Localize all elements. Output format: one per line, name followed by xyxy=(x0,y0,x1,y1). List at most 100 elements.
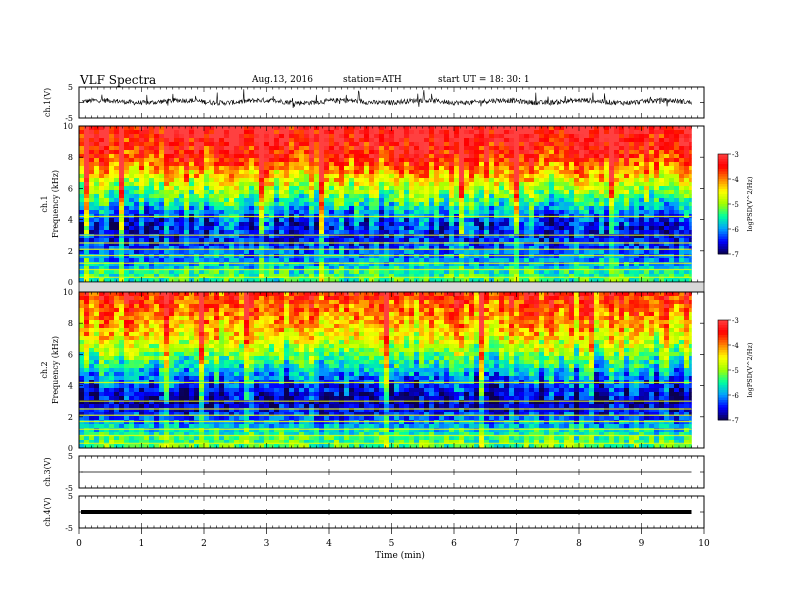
spectro-cell xyxy=(304,270,310,275)
spectro-cell xyxy=(199,198,205,203)
spectro-cell xyxy=(379,206,385,211)
spectro-cell xyxy=(614,242,620,247)
spectro-cell xyxy=(404,202,410,207)
spectro-cell xyxy=(614,146,620,151)
ytick-label: 5 xyxy=(68,83,73,92)
spectro-cell xyxy=(194,202,200,207)
spectro-cell xyxy=(174,250,180,255)
spectro-cell xyxy=(439,238,445,243)
spectro-cell xyxy=(319,222,325,227)
spectro-cell xyxy=(274,234,280,239)
spectro-cell xyxy=(339,174,345,179)
spectro-cell xyxy=(164,150,170,155)
spectro-cell xyxy=(99,170,105,175)
spectro-cell xyxy=(229,142,235,147)
spectro-cell xyxy=(394,174,400,179)
spectro-cell xyxy=(124,182,130,187)
spectro-cell xyxy=(674,262,680,267)
spectro-cell xyxy=(354,150,360,155)
spectro-cell xyxy=(244,258,250,263)
spectro-cell xyxy=(389,182,395,187)
spectro-cell xyxy=(354,234,360,239)
spectro-cell xyxy=(534,134,540,139)
spectro-cell xyxy=(229,174,235,179)
spectro-cell xyxy=(684,218,690,223)
spectro-cell xyxy=(429,126,435,131)
spectro-cell xyxy=(289,242,295,247)
spectro-cell xyxy=(259,158,265,163)
ch1-waveform-trace xyxy=(81,89,692,109)
spectro-cell xyxy=(494,150,500,155)
spectro-cell xyxy=(544,186,550,191)
spectro-cell xyxy=(459,258,465,263)
spectro-cell xyxy=(229,138,235,143)
spectro-cell xyxy=(484,222,490,227)
spectro-cell xyxy=(474,202,480,207)
spectro-cell xyxy=(524,126,530,131)
spectro-cell xyxy=(474,218,480,223)
spectro-cell xyxy=(469,226,475,231)
spectro-cell xyxy=(299,154,305,159)
spectro-cell xyxy=(129,210,135,215)
spectro-cell xyxy=(204,198,210,203)
spectro-cell xyxy=(584,150,590,155)
spectro-cell xyxy=(589,222,595,227)
spectro-cell xyxy=(274,226,280,231)
spectro-cell xyxy=(439,142,445,147)
spectro-cell xyxy=(184,170,190,175)
spectro-cell xyxy=(659,258,665,263)
spectro-cell xyxy=(309,238,315,243)
spectro-cell xyxy=(514,242,520,247)
spectro-cell xyxy=(619,126,625,131)
spectro-cell xyxy=(599,246,605,251)
spectro-cell xyxy=(319,270,325,275)
spectro-cell xyxy=(594,246,600,251)
spectro-cell xyxy=(354,238,360,243)
spectro-cell xyxy=(469,126,475,131)
spectro-cell xyxy=(184,262,190,267)
spectro-cell xyxy=(494,250,500,255)
spectro-cell xyxy=(249,222,255,227)
spectro-cell xyxy=(479,218,485,223)
spectro-cell xyxy=(264,190,270,195)
spectro-cell xyxy=(569,202,575,207)
spectro-cell xyxy=(449,182,455,187)
spectro-cell xyxy=(509,274,515,279)
spectro-cell xyxy=(379,162,385,167)
spectro-cell xyxy=(109,262,115,267)
spectro-cell xyxy=(434,150,440,155)
spectro-cell xyxy=(264,262,270,267)
spectro-cell xyxy=(464,198,470,203)
spectro-cell xyxy=(399,246,405,251)
spectro-cell xyxy=(459,186,465,191)
spectro-cell xyxy=(219,194,225,199)
spectro-cell xyxy=(564,242,570,247)
spectro-cell xyxy=(329,194,335,199)
spectro-cell xyxy=(144,130,150,135)
spectro-cell xyxy=(519,234,525,239)
spectro-cell xyxy=(174,194,180,199)
spectro-cell xyxy=(469,262,475,267)
spectro-cell xyxy=(254,218,260,223)
spectro-cell xyxy=(334,194,340,199)
spectro-cell xyxy=(349,154,355,159)
spectro-cell xyxy=(199,250,205,255)
spectro-cell xyxy=(684,234,690,239)
spectro-cell xyxy=(664,166,670,171)
spectro-cell xyxy=(109,258,115,263)
spectro-cell xyxy=(344,170,350,175)
spectro-cell xyxy=(169,254,175,259)
spectro-cell xyxy=(464,170,470,175)
spectro-cell xyxy=(609,254,615,259)
spectro-cell xyxy=(179,242,185,247)
spectro-cell xyxy=(304,242,310,247)
spectro-cell xyxy=(569,126,575,131)
spectro-cell xyxy=(239,150,245,155)
spectro-cell xyxy=(509,206,515,211)
spectro-cell xyxy=(504,194,510,199)
spectro-cell xyxy=(209,278,215,283)
spectro-cell xyxy=(624,198,630,203)
spectro-cell xyxy=(539,138,545,143)
spectro-cell xyxy=(134,262,140,267)
spectro-cell xyxy=(104,270,110,275)
